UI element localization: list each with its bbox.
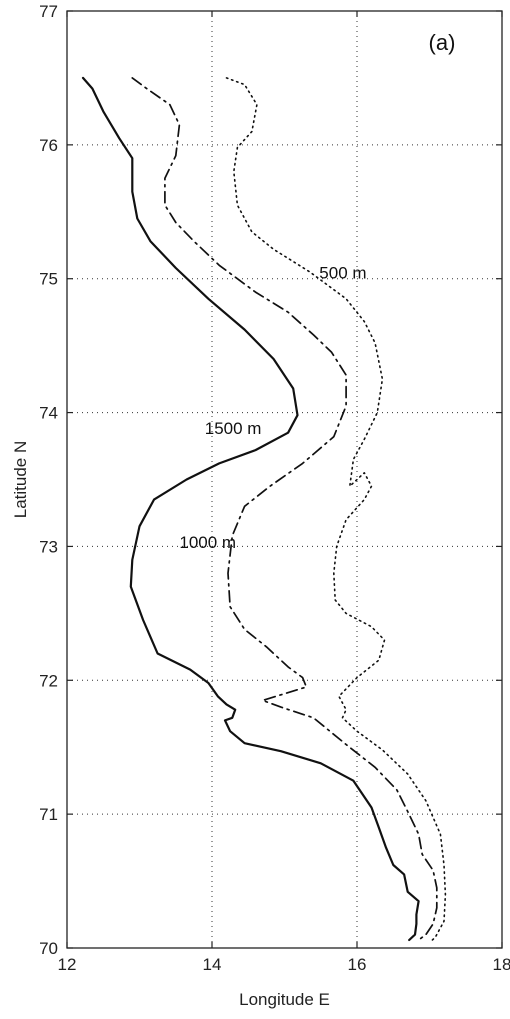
y-tick-label: 70 bbox=[39, 939, 58, 958]
y-tick-label: 77 bbox=[39, 2, 58, 21]
contour-label: 1500 m bbox=[205, 419, 262, 438]
y-tick-label: 71 bbox=[39, 805, 58, 824]
contour-line-1500-m bbox=[81, 76, 420, 942]
y-tick-label: 74 bbox=[39, 404, 58, 423]
y-tick-label: 73 bbox=[39, 537, 58, 556]
y-axis-label: Latitude N bbox=[11, 441, 30, 519]
y-tick-label: 72 bbox=[39, 671, 58, 690]
contour-label: 500 m bbox=[319, 264, 366, 283]
contour-line-500-m bbox=[225, 77, 447, 944]
x-tick-label: 14 bbox=[203, 955, 222, 974]
x-tick-label: 16 bbox=[348, 955, 367, 974]
contour-lines bbox=[81, 76, 447, 944]
x-axis-label: Longitude E bbox=[239, 990, 330, 1009]
contour-line-1000-m bbox=[131, 77, 438, 941]
contour-label: 1000 m bbox=[179, 533, 236, 552]
grid bbox=[67, 11, 502, 948]
axis-ticks: 12 14 16 18 70 71 72 73 74 75 76 77 bbox=[39, 2, 510, 974]
x-tick-label: 18 bbox=[493, 955, 510, 974]
y-tick-label: 76 bbox=[39, 136, 58, 155]
y-tick-label: 75 bbox=[39, 270, 58, 289]
panel-label: (a) bbox=[429, 30, 456, 55]
contour-labels: 500 m 1500 m 1000 m bbox=[179, 264, 366, 552]
plot-frame bbox=[66, 10, 503, 949]
x-tick-label: 12 bbox=[58, 955, 77, 974]
